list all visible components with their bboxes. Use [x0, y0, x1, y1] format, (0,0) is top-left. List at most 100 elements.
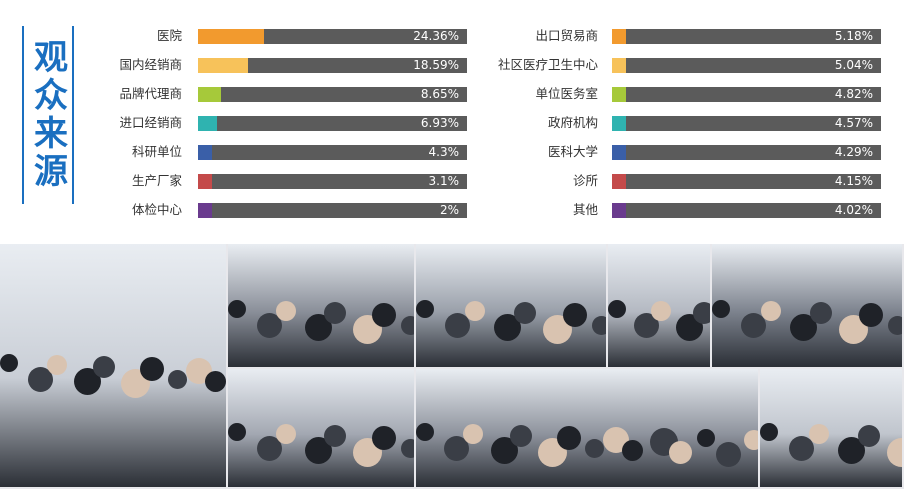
person-silhouette [716, 442, 742, 467]
bar-track: 4.3% [198, 145, 467, 160]
person-silhouette [139, 357, 164, 382]
person-silhouette [372, 303, 396, 328]
value-label: 8.65% [420, 87, 459, 101]
category-label: 诊所 [572, 173, 598, 188]
person-silhouette [584, 439, 604, 458]
bar-track: 4.29% [612, 145, 881, 160]
person-silhouette [563, 303, 587, 328]
person-silhouette [592, 316, 606, 336]
bar-track: 8.65% [198, 87, 467, 102]
category-label: 进口经销商 [119, 115, 182, 130]
person-silhouette [697, 429, 716, 447]
value-label: 4.15% [834, 174, 873, 188]
bar-track: 4.15% [612, 174, 881, 189]
bar-fill [198, 58, 248, 73]
person-silhouette [888, 316, 902, 336]
section-title-text: 观众来源 [27, 39, 68, 191]
bar-fill [198, 87, 222, 102]
person-silhouette [744, 430, 758, 450]
person-silhouette [276, 424, 296, 444]
exhibition-photo-strip [0, 244, 904, 489]
value-label: 3.1% [428, 174, 460, 188]
person-silhouette [509, 425, 532, 447]
person-silhouette [514, 302, 536, 325]
bar-row: 医科大学 4.29% [0, 143, 904, 161]
value-label: 6.93% [420, 116, 459, 130]
person-silhouette [669, 441, 693, 464]
person-silhouette [760, 423, 778, 441]
person-silhouette [400, 439, 414, 458]
category-label: 社区医疗卫生中心 [497, 57, 598, 72]
value-label: 2% [439, 203, 459, 217]
bar-fill [198, 174, 212, 189]
person-silhouette [205, 371, 226, 393]
crowd-photo-2 [416, 244, 606, 367]
value-label: 4.02% [834, 203, 873, 217]
bar-row: 生产厂家 3.1% [0, 172, 904, 190]
person-silhouette [324, 302, 346, 325]
person-silhouette [650, 301, 671, 322]
bar-track: 6.93% [198, 116, 467, 131]
category-label: 其他 [572, 202, 598, 217]
title-left-rule [22, 26, 24, 204]
crowd-photo-3 [608, 244, 710, 367]
person-silhouette [228, 423, 246, 441]
person-silhouette [556, 426, 581, 450]
person-silhouette [887, 438, 902, 467]
bar-fill [198, 116, 217, 131]
crowd-photo-4 [712, 244, 902, 367]
person-silhouette [416, 300, 434, 319]
bar-fill [198, 29, 264, 44]
category-label: 科研单位 [131, 144, 182, 159]
person-silhouette [693, 302, 710, 325]
section-title: 观众来源 [22, 26, 74, 204]
bar-track: 4.82% [612, 87, 881, 102]
person-silhouette [46, 355, 67, 376]
bar-track: 3.1% [198, 174, 467, 189]
person-silhouette [712, 300, 730, 319]
bar-track: 4.57% [612, 116, 881, 131]
chart-column-2: 出口贸易商 5.18% 社区医疗卫生中心 5.04% 单位医务室 4.82% 政府机构 4.5… [0, 27, 904, 230]
category-label: 生产厂家 [131, 173, 182, 188]
bar-fill [612, 116, 626, 131]
bar-track: 24.36% [198, 29, 467, 44]
bar-fill [612, 87, 626, 102]
person-silhouette [789, 436, 814, 461]
value-label: 18.59% [413, 58, 459, 72]
crowd-photo-5 [228, 369, 414, 487]
value-label: 4.3% [428, 145, 460, 159]
person-silhouette [276, 301, 296, 322]
person-silhouette [324, 425, 346, 447]
person-silhouette [372, 426, 396, 450]
bar-fill [198, 145, 212, 160]
value-label: 24.36% [413, 29, 459, 43]
value-label: 5.18% [834, 29, 873, 43]
person-silhouette [416, 423, 434, 441]
person-silhouette [859, 303, 883, 328]
category-label: 体检中心 [131, 202, 182, 217]
person-silhouette [93, 356, 116, 379]
bar-row: 政府机构 4.57% [0, 114, 904, 132]
bar-fill [612, 174, 626, 189]
person-silhouette [445, 313, 470, 339]
crowd-photo-1 [228, 244, 414, 367]
category-label: 政府机构 [547, 115, 598, 130]
title-right-rule [72, 26, 74, 204]
chart-column-1: 医院 24.36% 国内经销商 18.59% 品牌代理商 8.65% 进口经销商 6.93% 科… [0, 27, 904, 230]
crowd-photo-6 [416, 369, 758, 487]
bar-track: 5.04% [612, 58, 881, 73]
bar-fill [612, 58, 626, 73]
bar-row: 单位医务室 4.82% [0, 85, 904, 103]
bar-row: 科研单位 4.3% [0, 143, 904, 161]
value-label: 4.29% [834, 145, 873, 159]
bar-row: 品牌代理商 8.65% [0, 85, 904, 103]
category-label: 国内经销商 [119, 57, 182, 72]
crowd-photo-7 [760, 369, 902, 487]
person-silhouette [462, 424, 483, 444]
bar-row: 诊所 4.15% [0, 172, 904, 190]
bar-row: 社区医疗卫生中心 5.04% [0, 56, 904, 74]
bar-fill [612, 145, 626, 160]
category-label: 医院 [156, 28, 182, 43]
person-silhouette [465, 301, 485, 322]
category-label: 品牌代理商 [119, 86, 182, 101]
